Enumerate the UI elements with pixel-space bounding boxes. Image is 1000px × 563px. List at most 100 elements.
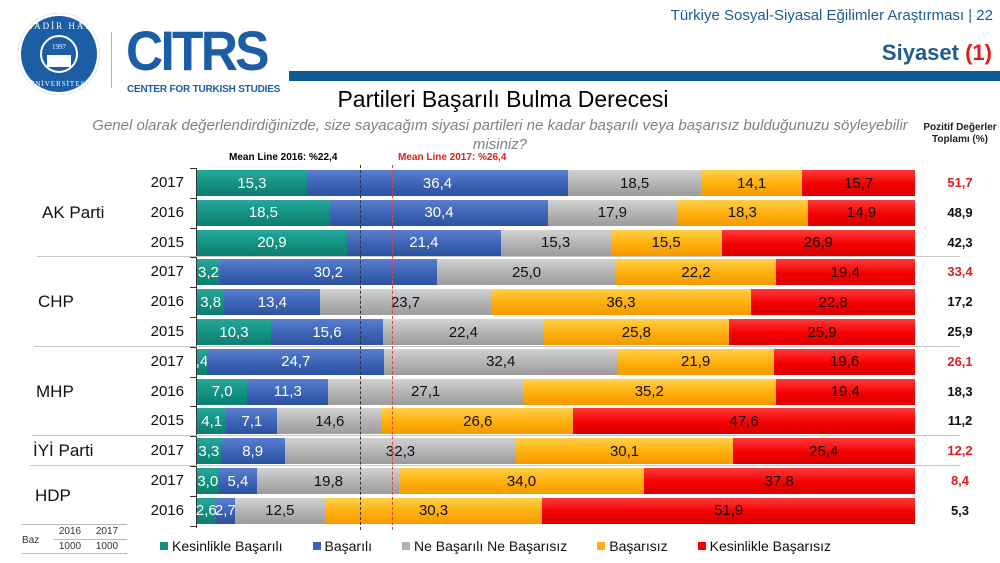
year-label: 2015 <box>150 323 184 340</box>
y-axis-tick <box>190 227 196 229</box>
baz-value-2017: 1000 <box>95 541 119 552</box>
bar-segment: 32,3 <box>284 438 517 465</box>
seal-inner-ring <box>40 35 78 73</box>
legend-item-basarisiz: Başarısız <box>597 538 668 554</box>
y-axis-tick <box>190 257 196 259</box>
legend-swatch <box>597 542 606 550</box>
legend-swatch <box>697 542 706 550</box>
legend-swatch <box>312 542 321 550</box>
bar-segment: 14,9 <box>808 199 915 226</box>
bar-segment: 25,4 <box>732 438 915 465</box>
bar-segment: 18,5 <box>568 170 702 196</box>
bar-segment: 35,2 <box>522 378 776 405</box>
legend-label: Başarısız <box>609 538 668 554</box>
positive-total-value: 48,9 <box>947 204 973 220</box>
legend-label: Ne Başarılı Ne Başarısız <box>413 538 568 554</box>
bar-row: 20,9 21,4 15,3 15,5 26,9 <box>197 229 915 256</box>
survey-title: Türkiye Sosyal-Siyasal Eğilimler Araştır… <box>670 7 993 24</box>
bar-segment: 2,6 <box>196 497 217 524</box>
seal-top-text: KADİR HAS <box>25 21 93 31</box>
bar-row: 4,1 7,1 14,6 26,6 47,6 <box>197 408 915 435</box>
y-axis-tick <box>190 346 196 348</box>
bar-segment: 47,6 <box>573 408 915 435</box>
bar-segment: 7,0 <box>197 378 248 405</box>
baz-year-2016: 2016 <box>58 526 82 537</box>
bar-segment: 26,6 <box>382 408 574 435</box>
mean-line-2016-label: Mean Line 2016: %22,4 <box>229 152 338 163</box>
logo-divider <box>111 32 112 88</box>
party-label: CHP <box>38 292 74 312</box>
bar-segment: 11,3 <box>247 378 329 405</box>
mean-line-2017 <box>391 165 393 530</box>
year-label: 2015 <box>150 233 184 251</box>
legend-label: Başarılı <box>324 538 372 554</box>
bar-segment: 4,1 <box>197 408 227 435</box>
kadir-has-seal-logo: KADİR HAS 1997 ÜNİVERSİTESİ <box>18 13 100 95</box>
baz-value-2016: 1000 <box>58 541 82 552</box>
bar-row: 3,3 8,9 32,3 30,1 25,4 <box>197 438 915 465</box>
bar-segment: 22,4 <box>382 319 544 345</box>
bar-segment: 37,8 <box>643 468 915 494</box>
positive-total-value: 33,4 <box>947 264 973 280</box>
bar-segment: 3,2 <box>197 259 220 286</box>
bar-segment: 3,8 <box>197 289 225 316</box>
header-divider-bar <box>289 71 1000 81</box>
bar-segment: 19,4 <box>775 378 915 405</box>
y-axis-tick <box>190 525 196 527</box>
y-axis-tick <box>190 287 196 289</box>
bar-segment: 7,1 <box>226 408 278 435</box>
year-label: 2016 <box>150 501 184 519</box>
bar-segment: 30,4 <box>329 199 549 226</box>
y-axis-tick <box>190 406 196 408</box>
bar-segment: 30,1 <box>516 438 733 465</box>
baz-year-2017: 2017 <box>95 526 119 537</box>
legend-swatch <box>160 542 168 550</box>
party-label: MHP <box>36 381 74 401</box>
bar-row: 2,6 2,7 12,5 30,3 51,9 <box>196 497 915 524</box>
group-separator <box>32 435 960 437</box>
baz-label: Baz <box>22 535 40 546</box>
bar-segment: 2,7 <box>215 497 236 524</box>
bar-segment: 23,7 <box>320 289 491 316</box>
legend-item-basarili: Başarılı <box>312 538 372 554</box>
bar-segment: 19,8 <box>257 468 400 494</box>
legend-label: Kesinlikle Başarısız <box>709 538 831 554</box>
bar-segment: 8,9 <box>220 438 285 465</box>
building-icon <box>47 55 71 67</box>
bar-segment: 36,4 <box>306 170 569 196</box>
section-number: (1) <box>965 40 992 65</box>
bar-row: 3,8 13,4 23,7 36,3 22,8 <box>197 289 915 316</box>
legend-item-kesinlikle-basarisiz: Kesinlikle Başarısız <box>697 538 831 554</box>
bar-row: 18,5 30,4 17,9 18,3 14,9 <box>197 199 915 226</box>
bar-row: 3,2 30,2 25,0 22,2 19,4 <box>197 259 915 286</box>
bar-segment: 21,9 <box>617 348 775 375</box>
bar-segment: 14,1 <box>701 170 803 196</box>
section-title: Siyaset (1) <box>882 40 992 66</box>
bar-segment: 30,3 <box>324 497 543 524</box>
baz-rule-mid <box>53 539 127 540</box>
y-axis-tick <box>190 317 196 318</box>
bar-segment: 18,5 <box>197 199 330 226</box>
year-label: 2016 <box>150 382 184 400</box>
bar-segment: 15,3 <box>500 229 611 256</box>
bar-row: 15,3 36,4 18,5 14,1 15,7 <box>197 170 915 196</box>
y-axis-tick <box>190 495 196 497</box>
positive-total-value: 12,2 <box>947 443 973 459</box>
year-label: 2017 <box>150 472 184 489</box>
bar-segment: 15,5 <box>610 229 722 256</box>
positive-total-value: 5,3 <box>950 502 970 518</box>
bar-segment: 13,4 <box>224 289 321 316</box>
positive-total-value: 17,2 <box>947 294 973 310</box>
citrs-logo: CITRS <box>126 19 270 82</box>
bar-segment: 34,0 <box>399 468 644 494</box>
positive-total-value: 26,1 <box>947 353 973 369</box>
bar-segment: 36,3 <box>490 289 752 316</box>
bar-segment: 12,5 <box>235 497 325 524</box>
bar-segment: 22,2 <box>616 259 776 286</box>
bar-row: 3,0 5,4 19,8 34,0 37,8 <box>197 468 915 494</box>
bar-row: ,4 24,7 32,4 21,9 19,6 <box>196 348 915 375</box>
bar-segment: 15,6 <box>270 319 383 345</box>
party-label: AK Parti <box>42 202 105 222</box>
bar-segment: 20,9 <box>197 229 348 256</box>
year-label: 2017 <box>150 442 184 460</box>
